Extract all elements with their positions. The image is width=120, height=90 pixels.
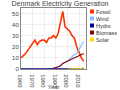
svg-text:50: 50 <box>12 11 19 17</box>
svg-text:20: 20 <box>12 44 19 50</box>
svg-text:1960: 1960 <box>17 74 23 88</box>
svg-text:2000: 2000 <box>63 74 69 88</box>
svg-text:Year: Year <box>47 84 59 90</box>
svg-text:10: 10 <box>12 55 19 61</box>
svg-text:Solar: Solar <box>96 37 109 43</box>
svg-text:Denmark Electricity Generation: Denmark Electricity Generation <box>12 0 109 8</box>
svg-text:40: 40 <box>12 22 19 28</box>
svg-text:Fossil: Fossil <box>96 9 110 15</box>
svg-text:1970: 1970 <box>29 74 35 88</box>
svg-text:Biomass: Biomass <box>96 30 117 36</box>
svg-text:Wind: Wind <box>96 16 109 22</box>
svg-text:0: 0 <box>15 66 19 72</box>
svg-text:Hydro: Hydro <box>96 23 111 29</box>
svg-text:1980: 1980 <box>40 74 46 88</box>
svg-text:1990: 1990 <box>52 74 58 88</box>
svg-text:30: 30 <box>12 33 19 39</box>
svg-text:2010: 2010 <box>75 74 81 88</box>
